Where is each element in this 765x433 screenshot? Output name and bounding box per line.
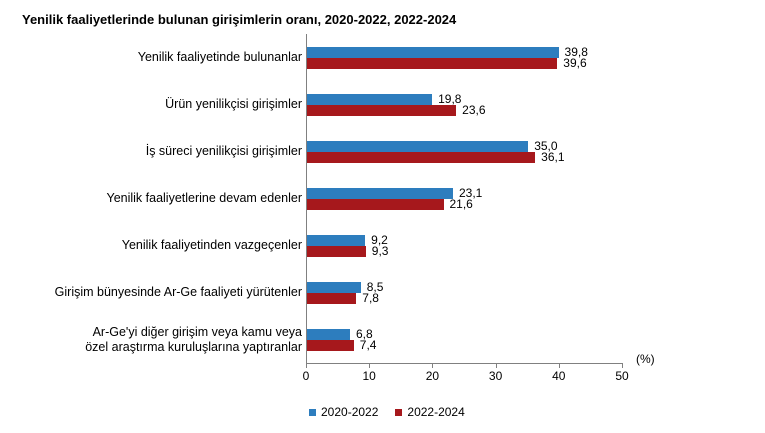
value-label: 23,1	[458, 185, 483, 200]
bar-2020-2022	[307, 187, 453, 199]
bar-2022-2024	[307, 57, 558, 69]
bar-2022-2024	[307, 104, 457, 116]
value-label: 6,8	[355, 326, 373, 341]
category-label: Yenilik faaliyetlerine devam edenler	[106, 191, 303, 206]
x-axis-tick-label: 20	[425, 369, 440, 383]
value-label: 39,6	[563, 55, 587, 70]
legend: 2020-2022 2022-2024	[309, 405, 465, 419]
legend-item-2020-2022: 2020-2022	[309, 405, 378, 419]
legend-item-2022-2024: 2022-2024	[395, 405, 465, 419]
x-axis-unit-label: (%)	[636, 352, 655, 366]
bar-2020-2022	[307, 281, 361, 293]
value-label: 9,2	[371, 232, 388, 247]
bar-2020-2022	[307, 140, 529, 152]
x-axis-tick-label: 10	[362, 369, 376, 383]
plot-area: 39,8 39,6 19,8 23,6 35,0 36,1 23,1 21,6 9,2 9,3 8,…	[306, 34, 623, 364]
bar-2020-2022	[307, 328, 350, 340]
bar-group: 6,8 7,4	[307, 316, 623, 363]
category-label: Yenilik faaliyetinde bulunanlar	[137, 50, 302, 65]
value-label: 19,8	[438, 91, 462, 106]
category-label: İş süreci yenilikçisi girişimler	[145, 144, 302, 159]
category-labels: Yenilik faaliyetinde bulunanlar Ürün yeni…	[10, 34, 302, 363]
value-label: 9,3	[371, 243, 389, 258]
legend-label: 2022-2024	[407, 405, 465, 419]
bar-line: 8,5	[307, 279, 623, 294]
bar-2022-2024	[307, 198, 444, 210]
bar-line: 35,0	[307, 138, 623, 153]
x-axis-tick	[558, 364, 560, 368]
bar-2022-2024	[307, 151, 536, 163]
category-label: Ürün yenilikçisi girişimler	[165, 97, 302, 112]
value-label: 8,5	[366, 279, 384, 294]
x-axis-tick-label: 30	[488, 369, 503, 383]
bar-2022-2024	[307, 245, 366, 257]
x-axis-tick	[369, 364, 371, 368]
bar-line: 23,1	[307, 185, 623, 200]
bar-group: 39,8 39,6	[307, 34, 623, 81]
legend-swatch-icon	[309, 408, 316, 416]
bar-2020-2022	[307, 234, 366, 246]
bar-2022-2024	[307, 292, 357, 304]
value-label: 36,1	[541, 149, 565, 164]
legend-label: 2020-2022	[321, 405, 379, 419]
bar-group: 9,2 9,3	[307, 222, 623, 269]
chart-title: Yenilik faaliyetlerinde bulunan girişiml…	[22, 12, 457, 27]
category-label: Yenilik faaliyetinden vazgeçenler	[121, 238, 302, 253]
bar-line: 9,2	[307, 232, 623, 247]
bar-2022-2024	[307, 339, 354, 351]
bar-group: 35,0 36,1	[307, 128, 623, 175]
bar-2020-2022	[307, 93, 433, 105]
value-label: 21,6	[449, 196, 473, 211]
x-axis-tick	[432, 364, 434, 368]
bar-line: 19,8	[307, 91, 623, 106]
bar-group: 8,5 7,8	[307, 269, 623, 316]
value-label: 23,6	[462, 102, 486, 117]
bar-line: 7,8	[307, 290, 623, 305]
bar-line: 6,8	[307, 326, 623, 341]
bar-line: 39,6	[307, 55, 623, 70]
bar-group: 19,8 23,6	[307, 81, 623, 128]
bar-line: 23,6	[307, 102, 623, 117]
value-label: 7,4	[359, 337, 377, 352]
value-label: 35,0	[534, 138, 558, 153]
value-label: 7,8	[362, 290, 379, 305]
bar-line: 36,1	[307, 149, 623, 164]
x-axis-tick-label: 50	[615, 369, 629, 383]
category-label: Ar-Ge'yi diğer girişim veya kamu veya öz…	[85, 324, 302, 354]
category-label: Girişim bünyesinde Ar-Ge faaliyeti yürüt…	[54, 285, 302, 300]
x-axis-tick-label: 40	[552, 369, 566, 383]
x-axis-tick	[306, 364, 307, 368]
x-axis-tick	[622, 364, 623, 368]
bar-line: 21,6	[307, 196, 623, 211]
x-axis-tick-label: 0	[302, 369, 310, 383]
bar-2020-2022	[307, 46, 559, 58]
x-axis-tick	[495, 364, 497, 368]
bar-line: 39,8	[307, 44, 623, 59]
bar-line: 9,3	[307, 243, 623, 258]
bar-group: 23,1 21,6	[307, 175, 623, 222]
value-label: 39,8	[564, 44, 588, 59]
bar-line: 7,4	[307, 337, 623, 352]
legend-swatch-icon	[395, 408, 403, 416]
